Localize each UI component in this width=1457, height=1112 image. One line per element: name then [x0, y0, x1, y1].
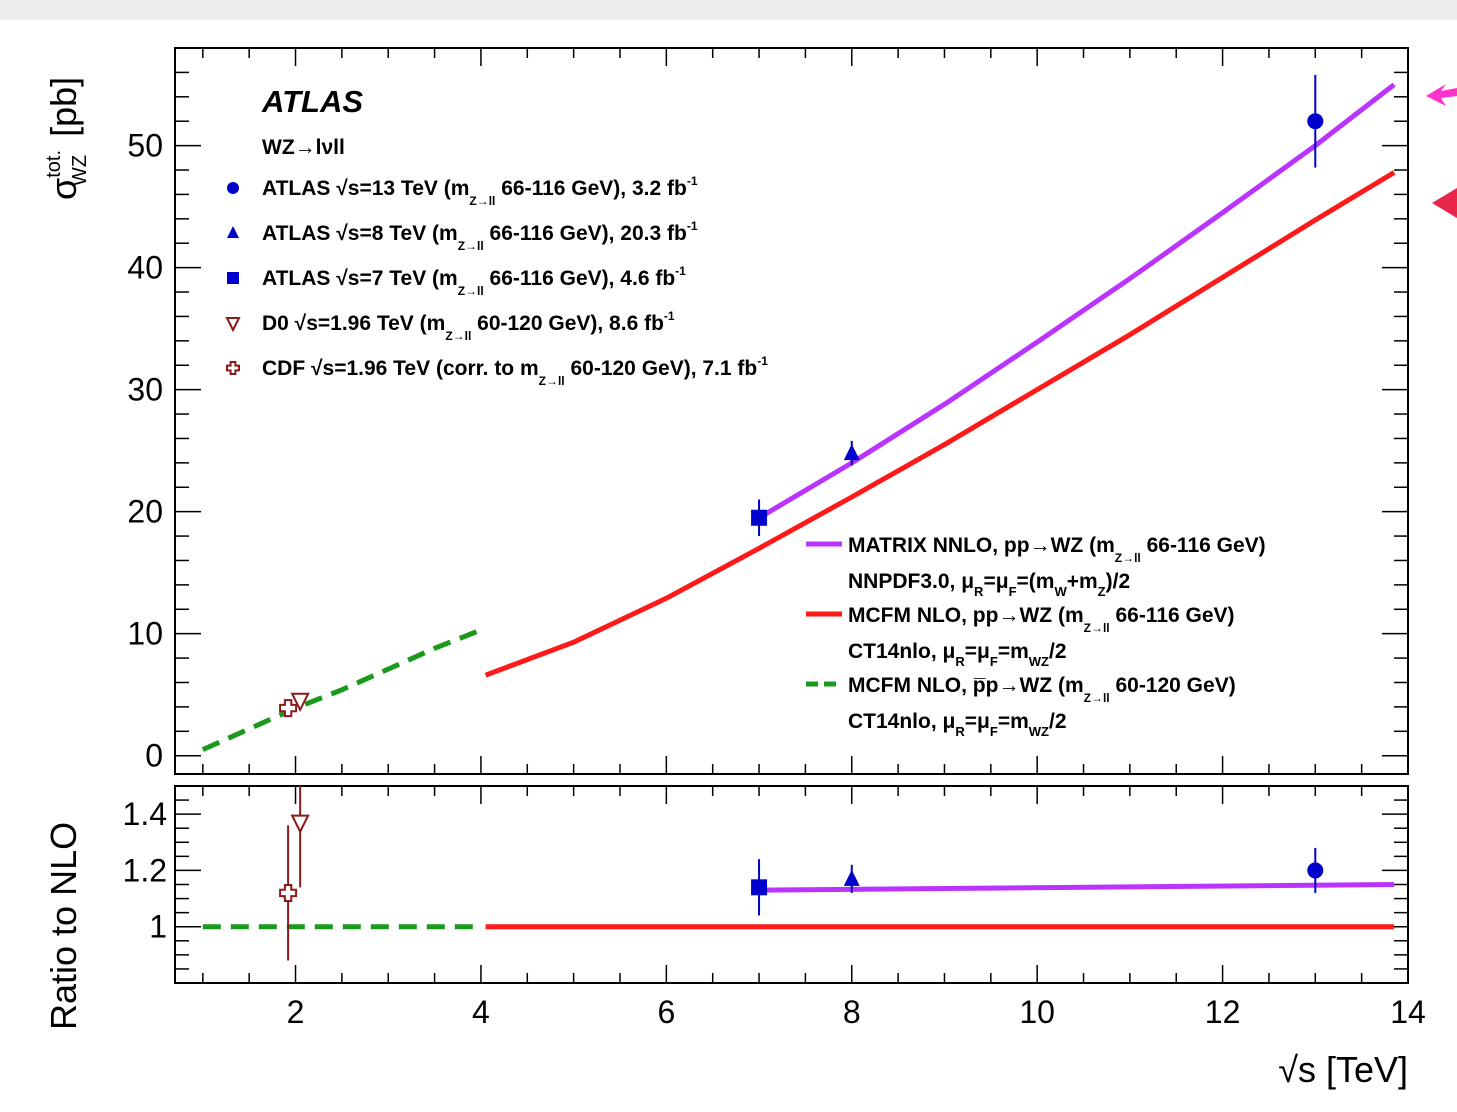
legend-theory-entry: MATRIX NNLO, pp→WZ (mZ→ll 66-116 GeV) [848, 534, 1266, 565]
legend-measurement-entry: CDF √s=1.96 TeV (corr. to mZ→ll 60-120 G… [262, 354, 768, 388]
legend-measurements: ATLAS WZ→lνll ATLAS √s=13 TeV (mZ→ll 66-11… [225, 84, 768, 388]
data-points [279, 74, 1324, 961]
legend-measurement-entry: ATLAS √s=13 TeV (mZ→ll 66-116 GeV), 3.2 … [262, 174, 698, 208]
ratio-y-tick-label: 1.4 [123, 796, 167, 832]
marker-circle [227, 182, 239, 194]
x-tick-label: 12 [1205, 994, 1241, 1030]
ratio-theory-line [759, 882, 1395, 893]
x-tick-label: 14 [1390, 994, 1426, 1030]
marker-open-triangle [290, 692, 310, 713]
marker-square [751, 879, 768, 896]
theory-curve [484, 170, 1396, 678]
marker-circle [1307, 862, 1324, 879]
annotation-arrows [1426, 84, 1457, 218]
ratio-y-axis-title: Ratio to NLO [43, 822, 84, 1030]
marker-open-triangle [290, 814, 310, 834]
x-tick-label: 8 [843, 994, 861, 1030]
marker-open-triangle [225, 317, 241, 333]
y-tick-label: 20 [127, 494, 163, 530]
legend-measurement-entry: D0 √s=1.96 TeV (mZ→ll 60-120 GeV), 8.6 f… [262, 309, 675, 343]
legend-theory-entry: MCFM NLO, pp→WZ (mZ→ll 66-116 GeV) [848, 604, 1235, 635]
y-tick-label: 50 [127, 128, 163, 164]
atlas-label: ATLAS [261, 84, 363, 119]
marker-triangle [227, 226, 239, 238]
axis-ticks [175, 48, 1409, 983]
marker-open-cross [279, 699, 298, 718]
marker-square [227, 272, 239, 284]
y-axis-title: σtot. WZ [pb] [43, 77, 91, 200]
axis-labels: 0 10 20 30 40 50 1 1.2 1.4 2 4 6 8 10 12 14 σtot. WZ [pb]… [43, 77, 1426, 1090]
x-tick-label: 6 [657, 994, 675, 1030]
legend-theory-pdf: CT14nlo, μR=μF=mWZ/2 [848, 640, 1067, 669]
y-tick-label: 10 [127, 616, 163, 652]
y-tick-label: 30 [127, 372, 163, 408]
ratio-y-tick-label: 1.2 [123, 852, 167, 888]
arrow-matrix-icon [1426, 84, 1457, 106]
legend-measurement-entry: ATLAS √s=7 TeV (mZ→ll 66-116 GeV), 4.6 f… [262, 264, 686, 298]
theory-curves [201, 82, 1396, 930]
legend-theory-pdf: CT14nlo, μR=μF=mWZ/2 [848, 710, 1067, 739]
main-plot-frame [174, 47, 1409, 775]
theory-curve [757, 82, 1396, 520]
arrow-mcfm-icon [1432, 188, 1457, 218]
marker-open-cross [279, 883, 298, 902]
marker-triangle [843, 869, 860, 886]
legend-theory-entry: MCFM NLO, p̅p→WZ (mZ→ll 60-120 GeV) [848, 674, 1236, 705]
legend-theory-pdf: NNPDF3.0, μR=μF=(mW+mZ)/2 [848, 570, 1130, 599]
process-label: WZ→lνll [262, 136, 345, 159]
marker-open-cross [226, 361, 240, 375]
ratio-y-tick-label: 1 [149, 909, 167, 945]
x-tick-label: 10 [1019, 994, 1055, 1030]
x-tick-label: 2 [287, 994, 305, 1030]
legend-theory: MATRIX NNLO, pp→WZ (mZ→ll 66-116 GeV) NNP… [806, 534, 1266, 739]
legend-measurement-entry: ATLAS √s=8 TeV (mZ→ll 66-116 GeV), 20.3 … [262, 219, 698, 253]
x-tick-label: 4 [472, 994, 490, 1030]
y-tick-label: 40 [127, 250, 163, 286]
marker-triangle [843, 444, 860, 461]
marker-circle [1307, 113, 1324, 130]
marker-square [751, 509, 768, 526]
y-tick-label: 0 [145, 738, 163, 774]
theory-curve [201, 627, 482, 752]
x-axis-title: √s [TeV] [1278, 1049, 1408, 1090]
